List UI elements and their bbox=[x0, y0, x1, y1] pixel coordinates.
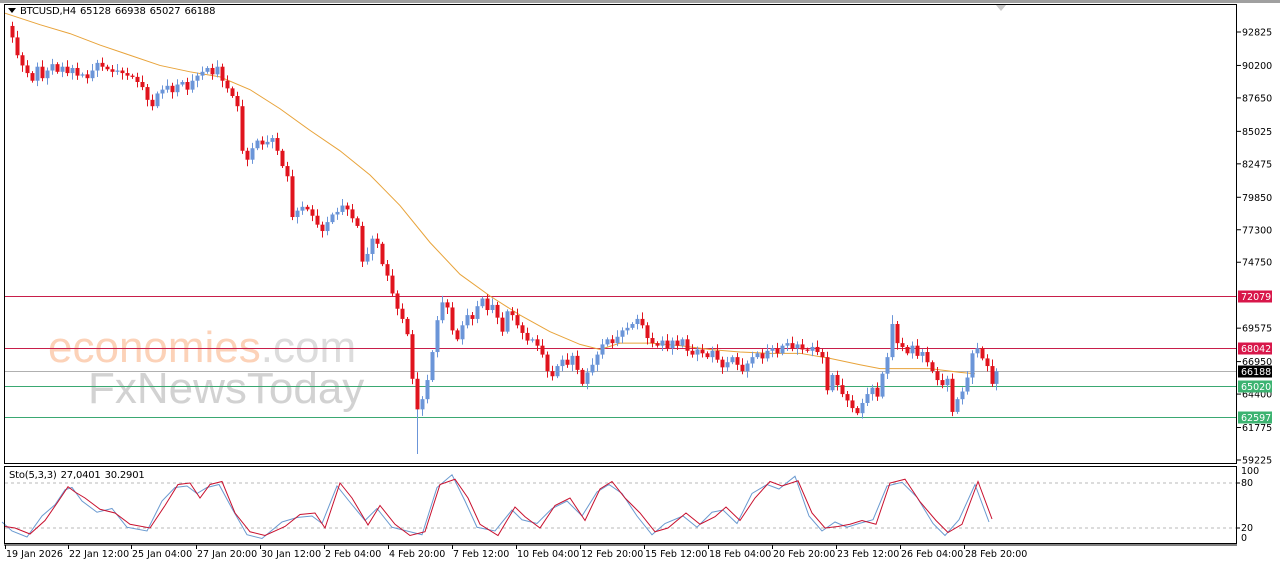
symbol-timeframe: BTCUSD,H4 bbox=[20, 6, 76, 17]
watermark-fxnewstoday: FxNewsToday bbox=[88, 364, 364, 413]
time-tick-label: 15 Feb 12:00 bbox=[645, 549, 707, 560]
stochastic-signal-value: 30.2901 bbox=[104, 470, 145, 481]
time-tick-label: 20 Feb 20:00 bbox=[773, 549, 835, 560]
ohlc-low: 65027 bbox=[149, 6, 181, 17]
time-tick-label: 19 Jan 2026 bbox=[6, 549, 63, 560]
resistance-1-tag-label: 68042 bbox=[1241, 344, 1271, 355]
stochastic-tick-label: 80 bbox=[1241, 478, 1253, 489]
stochastic-tick-label: 100 bbox=[1241, 466, 1259, 477]
time-axis: 19 Jan 2026 22 Jan 12:00 25 Jan 04:00 27 Ja… bbox=[5, 545, 1027, 560]
main-panel-frame bbox=[4, 4, 1237, 464]
price-tick-label: 90200 bbox=[1242, 61, 1272, 72]
price-tick-label: 87650 bbox=[1242, 93, 1272, 104]
ohlc-high: 66938 bbox=[114, 6, 146, 17]
time-tick-label: 7 Feb 12:00 bbox=[453, 549, 509, 560]
price-tick-label: 64400 bbox=[1242, 390, 1272, 401]
time-tick-label: 18 Feb 04:00 bbox=[709, 549, 771, 560]
price-tick-label: 92825 bbox=[1242, 28, 1272, 39]
price-tick-label: 79850 bbox=[1242, 193, 1272, 204]
stochastic-tick-label: 0 bbox=[1241, 533, 1247, 544]
time-tick-label: 30 Jan 12:00 bbox=[261, 549, 321, 560]
price-tick-label: 74750 bbox=[1242, 258, 1272, 269]
price-level-tags: 72079 68042 66188 65020 62597 bbox=[1238, 290, 1272, 424]
stochastic-panel-frame bbox=[4, 466, 1237, 544]
time-tick-label: 2 Feb 04:00 bbox=[325, 549, 381, 560]
chart-shift-marker-icon[interactable] bbox=[996, 5, 1006, 11]
support-2-tag-label: 62597 bbox=[1241, 413, 1271, 424]
chart-header: BTCUSD,H4 65128 66938 65027 66188 bbox=[8, 6, 219, 17]
time-tick-label: 28 Feb 20:00 bbox=[965, 549, 1027, 560]
window-top-border bbox=[0, 0, 1280, 3]
stochastic-tick-label: 20 bbox=[1241, 523, 1253, 534]
resistance-2-tag bbox=[1238, 290, 1272, 303]
price-tick-label: 77300 bbox=[1242, 225, 1272, 236]
stochastic-main-line bbox=[1, 473, 990, 540]
price-tick-label: 85025 bbox=[1242, 127, 1272, 138]
stochastic-header: Sto(5,3,3) 27,0401 30.2901 bbox=[9, 470, 149, 481]
moving-average-line bbox=[4, 12, 976, 375]
candlesticks bbox=[10, 21, 999, 454]
time-tick-label: 26 Feb 04:00 bbox=[901, 549, 963, 560]
ohlc-open: 65128 bbox=[80, 6, 111, 17]
price-tick-label: 82475 bbox=[1242, 159, 1272, 170]
current-price-tag-label: 66188 bbox=[1241, 367, 1271, 378]
price-tick-label: 59225 bbox=[1242, 456, 1272, 467]
current-price-tag bbox=[1238, 365, 1272, 378]
time-tick-label: 25 Jan 04:00 bbox=[132, 549, 192, 560]
time-tick-label: 27 Jan 20:00 bbox=[197, 549, 257, 560]
dropdown-triangle-icon[interactable] bbox=[8, 8, 16, 13]
stochastic-signal-line bbox=[4, 478, 993, 537]
time-tick-label: 10 Feb 04:00 bbox=[517, 549, 579, 560]
price-tick-label: 61775 bbox=[1242, 423, 1272, 434]
price-tick-label: 69575 bbox=[1242, 324, 1272, 335]
support-1-tag bbox=[1238, 380, 1272, 393]
time-tick-label: 23 Feb 12:00 bbox=[837, 549, 899, 560]
resistance-2-tag-label: 72079 bbox=[1241, 292, 1271, 303]
time-tick-label: 12 Feb 20:00 bbox=[581, 549, 643, 560]
stochastic-lines bbox=[1, 473, 1236, 540]
watermark-economies: economies.com bbox=[48, 323, 356, 372]
support-2-tag bbox=[1238, 411, 1272, 424]
time-tick-label: 4 Feb 20:00 bbox=[389, 549, 445, 560]
stochastic-name: Sto(5,3,3) bbox=[9, 470, 57, 481]
price-tick-label: 66950 bbox=[1242, 357, 1272, 368]
horizontal-levels bbox=[5, 296, 1236, 418]
ohlc-close: 66188 bbox=[184, 6, 216, 17]
support-1-tag-label: 65020 bbox=[1241, 382, 1271, 393]
resistance-1-tag bbox=[1238, 342, 1272, 355]
stochastic-main-value: 27,0401 bbox=[60, 470, 101, 481]
time-tick-label: 22 Jan 12:00 bbox=[69, 549, 129, 560]
watermark: economies.com FxNewsToday bbox=[48, 323, 364, 413]
price-axis: 92825 90200 87650 85025 82475 79850 77300 74750… bbox=[1237, 28, 1272, 467]
